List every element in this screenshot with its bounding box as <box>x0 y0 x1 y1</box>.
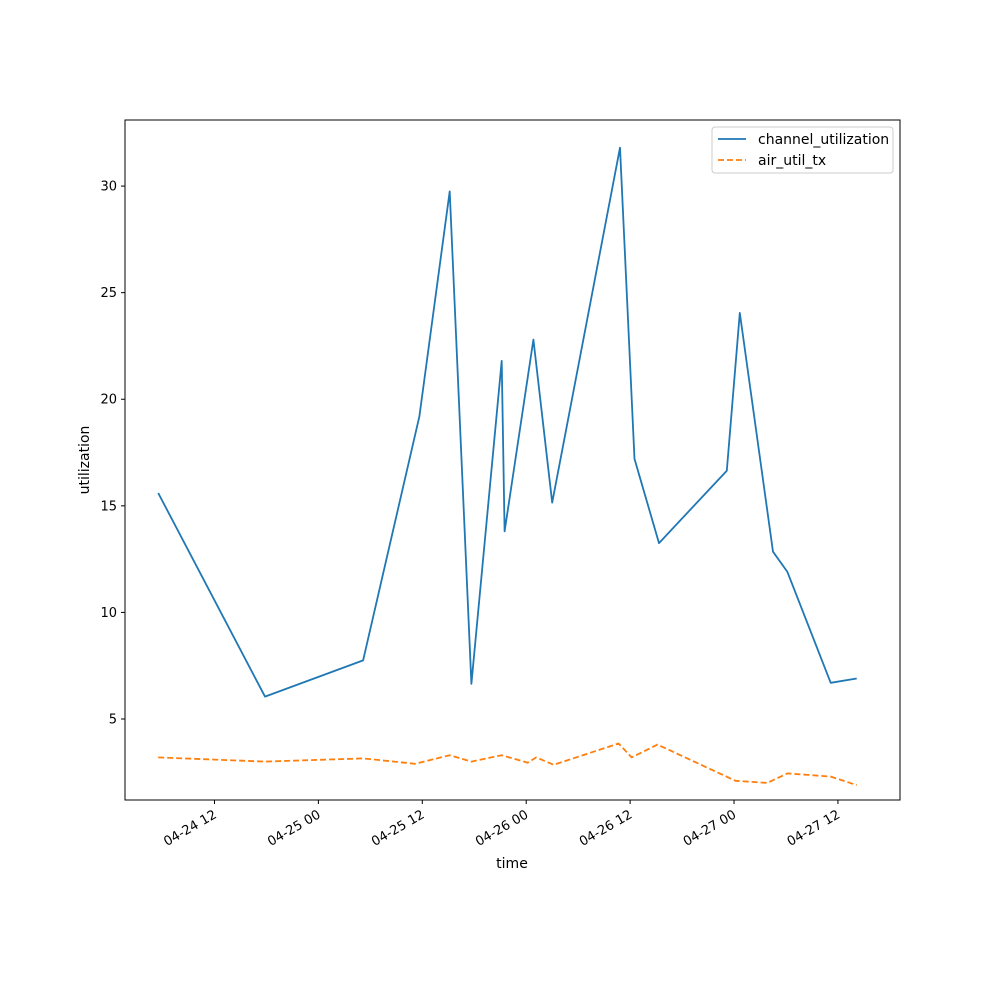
data-point-air-util-tx-2 <box>362 757 364 759</box>
x-axis-title: time <box>496 856 528 872</box>
data-point-channel-utilization-8 <box>532 339 534 341</box>
legend-label-air-util-tx: air_util_tx <box>758 153 826 169</box>
data-point-channel-utilization-0 <box>157 492 159 494</box>
data-point-air-util-tx-11 <box>631 756 633 758</box>
data-point-air-util-tx-3 <box>414 763 416 765</box>
data-point-channel-utilization-5 <box>470 683 472 685</box>
y-tick-label: 10 <box>100 606 117 621</box>
y-tick-label: 25 <box>100 286 117 301</box>
legend: channel_utilization air_util_tx <box>711 126 894 174</box>
data-point-channel-utilization-15 <box>772 551 774 553</box>
data-point-air-util-tx-5 <box>470 761 472 763</box>
data-point-air-util-tx-13 <box>735 780 737 782</box>
data-point-channel-utilization-7 <box>504 530 506 532</box>
y-tick-label: 15 <box>100 499 117 514</box>
y-tick-label: 30 <box>100 180 117 195</box>
x-tick-label: 04-26 12 <box>577 807 635 849</box>
legend-box <box>711 126 894 174</box>
y-tick-label: 5 <box>109 712 117 727</box>
y-tick-label: 20 <box>100 393 117 408</box>
series-line-air-util-tx <box>158 742 857 786</box>
x-tick-label: 04-27 12 <box>785 807 843 849</box>
x-tick-label: 04-26 00 <box>473 807 531 849</box>
data-point-channel-utilization-12 <box>658 542 660 544</box>
x-tick-label: 04-27 00 <box>681 807 739 849</box>
data-point-air-util-tx-15 <box>786 772 788 774</box>
data-point-air-util-tx-17 <box>856 784 858 786</box>
data-point-channel-utilization-11 <box>634 458 636 460</box>
data-point-air-util-tx-6 <box>501 754 503 756</box>
data-point-channel-utilization-2 <box>362 659 364 661</box>
data-point-channel-utilization-9 <box>551 502 553 504</box>
data-point-air-util-tx-14 <box>766 782 768 784</box>
data-point-channel-utilization-3 <box>418 415 420 417</box>
y-axis: 5 10 15 20 25 30 <box>100 180 125 727</box>
data-point-air-util-tx-10 <box>618 743 620 745</box>
data-point-channel-utilization-4 <box>449 190 451 192</box>
x-axis: 04-24 12 04-25 00 04-25 12 04-26 00 04-26 12… <box>161 800 843 850</box>
data-point-air-util-tx-1 <box>264 761 266 763</box>
data-point-channel-utilization-13 <box>726 470 728 472</box>
data-point-air-util-tx-9 <box>553 764 555 766</box>
data-point-air-util-tx-4 <box>449 754 451 756</box>
series-line-channel-utilization <box>157 146 857 698</box>
plot-area-frame <box>124 119 901 801</box>
data-point-air-util-tx-0 <box>157 756 159 758</box>
series-channel-utilization <box>157 146 858 698</box>
data-point-air-util-tx-16 <box>830 776 832 778</box>
x-tick-label: 04-24 12 <box>161 807 219 849</box>
data-point-channel-utilization-18 <box>856 678 858 680</box>
x-tick-label: 04-25 00 <box>265 807 323 849</box>
legend-label-channel-utilization: channel_utilization <box>758 132 889 148</box>
data-point-channel-utilization-10 <box>619 147 621 149</box>
data-point-channel-utilization-14 <box>739 312 741 314</box>
data-point-air-util-tx-8 <box>535 756 537 758</box>
series-air-util-tx <box>157 742 858 786</box>
x-tick-label: 04-25 12 <box>369 807 427 849</box>
data-point-channel-utilization-6 <box>501 360 503 362</box>
data-point-air-util-tx-12 <box>657 744 659 746</box>
data-point-air-util-tx-7 <box>527 762 529 764</box>
data-point-channel-utilization-1 <box>264 696 266 698</box>
y-axis-title: utilization <box>77 426 93 495</box>
data-point-channel-utilization-16 <box>786 571 788 573</box>
series-layer <box>157 146 858 786</box>
data-point-channel-utilization-17 <box>830 682 832 684</box>
